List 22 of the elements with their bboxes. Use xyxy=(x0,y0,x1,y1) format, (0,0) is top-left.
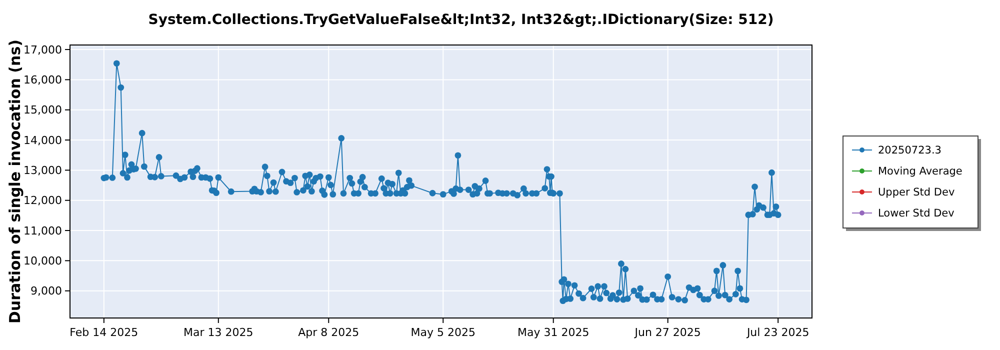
legend-label: Lower Std Dev xyxy=(878,208,954,220)
y-tick-label: 10,000 xyxy=(24,254,62,268)
y-tick-label: 14,000 xyxy=(24,134,62,147)
legend-label: Upper Std Dev xyxy=(878,186,955,199)
x-tick-label: Jun 27 2025 xyxy=(634,326,701,339)
y-tick-label: 17,000 xyxy=(24,43,62,56)
y-tick-label: 12,000 xyxy=(24,194,62,208)
y-tick-label: 15,000 xyxy=(24,104,62,117)
legend-label: 20250723.3 xyxy=(878,144,942,157)
y-tick-label: 13,000 xyxy=(24,164,62,178)
x-tick-label: May 31 2025 xyxy=(517,326,590,339)
x-tick-label: Apr 8 2025 xyxy=(298,326,360,339)
x-tick-label: Mar 13 2025 xyxy=(184,326,254,339)
x-tick-label: Feb 14 2025 xyxy=(70,326,138,339)
legend-label: Moving Average xyxy=(878,166,962,178)
x-tick-label: Jul 23 2025 xyxy=(746,326,810,339)
x-tick-label: May 5 2025 xyxy=(410,326,476,339)
y-axis-title: Duration of single invocation (ns) xyxy=(6,40,24,324)
y-tick-label: 11,000 xyxy=(24,224,62,238)
y-tick-label: 16,000 xyxy=(24,74,62,87)
chart-title: System.Collections.TryGetValueFalse&lt;Int32, Int32&gt;.IDictionary(Size: 512) xyxy=(148,12,774,28)
y-tick-label: 9,000 xyxy=(30,284,62,298)
